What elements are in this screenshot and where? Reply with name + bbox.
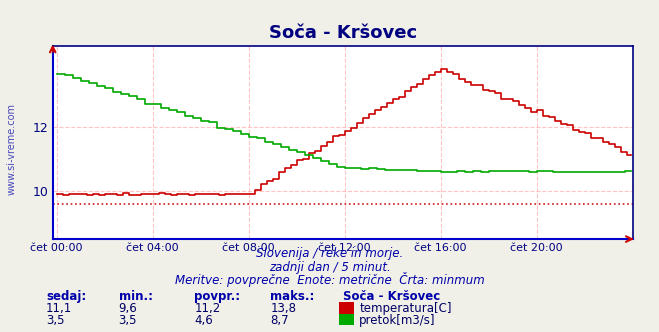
Text: Slovenija / reke in morje.: Slovenija / reke in morje. (256, 247, 403, 260)
Text: Soča - Kršovec: Soča - Kršovec (343, 290, 440, 303)
Text: zadnji dan / 5 minut.: zadnji dan / 5 minut. (269, 261, 390, 274)
Text: 11,2: 11,2 (194, 302, 221, 315)
Text: 9,6: 9,6 (119, 302, 137, 315)
Text: maks.:: maks.: (270, 290, 314, 303)
Text: 11,1: 11,1 (46, 302, 72, 315)
Text: 4,6: 4,6 (194, 314, 213, 327)
Text: 3,5: 3,5 (119, 314, 137, 327)
Text: povpr.:: povpr.: (194, 290, 241, 303)
Text: temperatura[C]: temperatura[C] (359, 302, 451, 315)
Text: sedaj:: sedaj: (46, 290, 86, 303)
Text: 13,8: 13,8 (270, 302, 296, 315)
Text: 3,5: 3,5 (46, 314, 65, 327)
Text: Meritve: povprečne  Enote: metrične  Črta: minmum: Meritve: povprečne Enote: metrične Črta:… (175, 272, 484, 287)
Title: Soča - Kršovec: Soča - Kršovec (269, 24, 416, 42)
Text: 8,7: 8,7 (270, 314, 289, 327)
Text: pretok[m3/s]: pretok[m3/s] (359, 314, 436, 327)
Text: www.si-vreme.com: www.si-vreme.com (7, 103, 16, 196)
Text: min.:: min.: (119, 290, 153, 303)
